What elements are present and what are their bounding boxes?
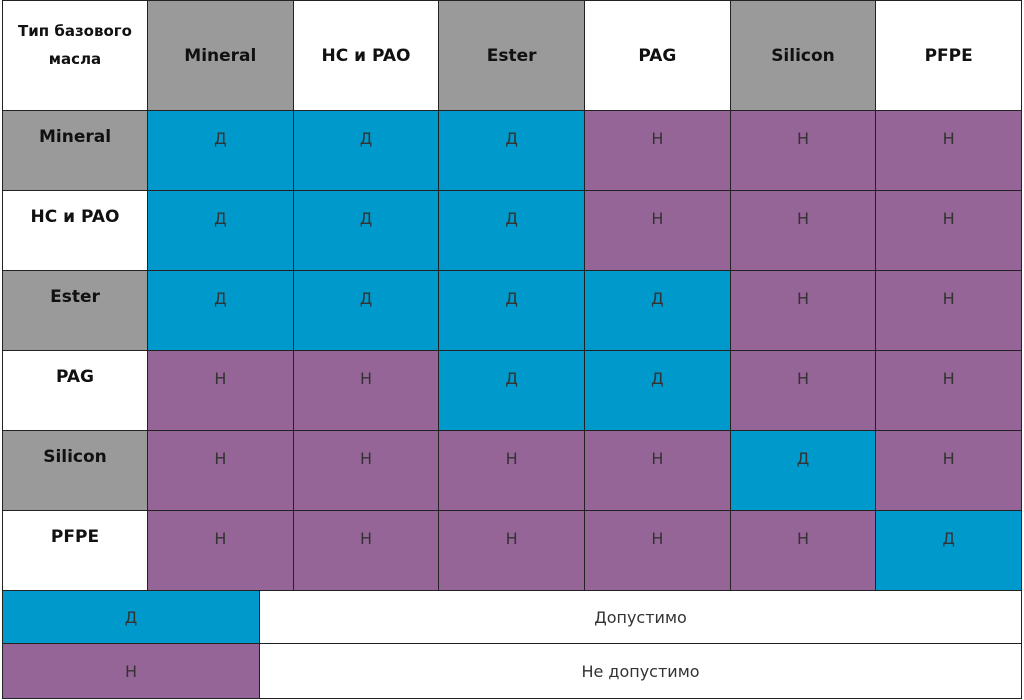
compatibility-cell: Н xyxy=(148,351,294,431)
compatibility-cell: Д xyxy=(293,271,440,351)
compatibility-cell: Н xyxy=(876,351,1022,431)
compatibility-cell: Д xyxy=(439,191,585,271)
compatibility-cell: Д xyxy=(585,351,731,431)
compatibility-cell: Д xyxy=(148,271,294,351)
compatibility-cell: Н xyxy=(730,351,877,431)
compatibility-cell: Н xyxy=(876,191,1022,271)
column-header: Silicon xyxy=(730,1,877,111)
column-header: PFPE xyxy=(876,1,1022,111)
compatibility-cell: Д xyxy=(293,111,440,191)
compatibility-cell: Н xyxy=(293,351,440,431)
compatibility-cell: Н xyxy=(148,511,294,591)
compatibility-cell: Д xyxy=(730,431,877,511)
corner-header: Тип базового масла xyxy=(2,1,148,111)
compatibility-cell: Д xyxy=(293,191,440,271)
row-header: Ester xyxy=(2,271,148,351)
compatibility-cell: Д xyxy=(439,351,585,431)
compatibility-cell: Н xyxy=(876,431,1022,511)
legend-table: Д Допустимо Н Не допустимо xyxy=(2,590,1022,699)
compatibility-cell: Н xyxy=(730,511,877,591)
compatibility-cell: Н xyxy=(439,431,585,511)
row-header: Mineral xyxy=(2,111,148,191)
row-header: PAG xyxy=(2,351,148,431)
compatibility-cell: Н xyxy=(293,431,440,511)
compatibility-cell: Д xyxy=(585,271,731,351)
compatibility-cell: Н xyxy=(585,511,731,591)
compatibility-cell: Д xyxy=(148,191,294,271)
compatibility-cell: Д xyxy=(439,111,585,191)
compatibility-cell: Д xyxy=(876,511,1022,591)
compatibility-table: Тип базового масла Mineral HC и PAO Ester P… xyxy=(2,0,1022,591)
compatibility-cell: Н xyxy=(148,431,294,511)
compatibility-cell: Н xyxy=(439,511,585,591)
row-header: HC и PAO xyxy=(2,191,148,271)
column-header: HC и PAO xyxy=(293,1,440,111)
row-header: Silicon xyxy=(2,431,148,511)
legend-meaning: Допустимо xyxy=(260,591,1022,644)
compatibility-cell: Н xyxy=(585,191,731,271)
compatibility-cell: Н xyxy=(876,271,1022,351)
row-header: PFPE xyxy=(2,511,148,591)
compatibility-cell: Н xyxy=(585,431,731,511)
compatibility-cell: Н xyxy=(730,191,877,271)
column-header: PAG xyxy=(585,1,731,111)
compatibility-cell: Н xyxy=(876,111,1022,191)
legend-code: Д xyxy=(2,591,260,644)
legend-code: Н xyxy=(2,644,260,699)
compatibility-cell: Д xyxy=(148,111,294,191)
compatibility-cell: Н xyxy=(730,111,877,191)
column-header: Mineral xyxy=(148,1,294,111)
compatibility-cell: Д xyxy=(439,271,585,351)
compatibility-cell: Н xyxy=(730,271,877,351)
legend-meaning: Не допустимо xyxy=(260,644,1022,699)
compatibility-cell: Н xyxy=(585,111,731,191)
column-header: Ester xyxy=(439,1,585,111)
compatibility-cell: Н xyxy=(293,511,440,591)
